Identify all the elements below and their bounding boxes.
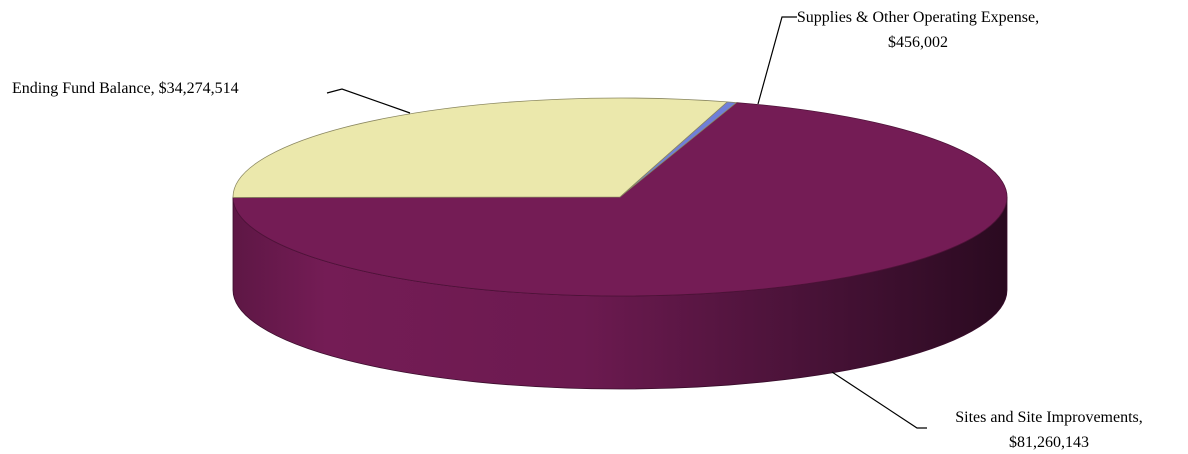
pie-slice-ending-fund-balance: [232, 97, 728, 198]
label-sites-value: $81,260,143: [1009, 434, 1089, 451]
callout-line-ending-fund-balance: [326, 88, 411, 114]
label-supplies-name: Supplies & Other Operating Expense,: [797, 9, 1039, 26]
label-sites-name: Sites and Site Improvements,: [955, 409, 1143, 426]
pie-layer: [232, 97, 1008, 390]
callout-layer: Ending Fund Balance, $34,274,514 Supplie…: [12, 9, 1143, 451]
callout-line-sites: [831, 371, 927, 429]
label-supplies-value: $456,002: [888, 34, 948, 51]
label-ending-fund-balance-name: Ending Fund Balance: [12, 80, 151, 97]
callout-line-supplies: [757, 16, 797, 105]
pie-slice-supplies: [619, 101, 737, 198]
label-ending-fund-balance: Ending Fund Balance, $34,274,514: [12, 80, 239, 97]
pie-slice-sites: [232, 102, 1008, 297]
label-ending-fund-balance-value: $34,274,514: [159, 80, 239, 97]
